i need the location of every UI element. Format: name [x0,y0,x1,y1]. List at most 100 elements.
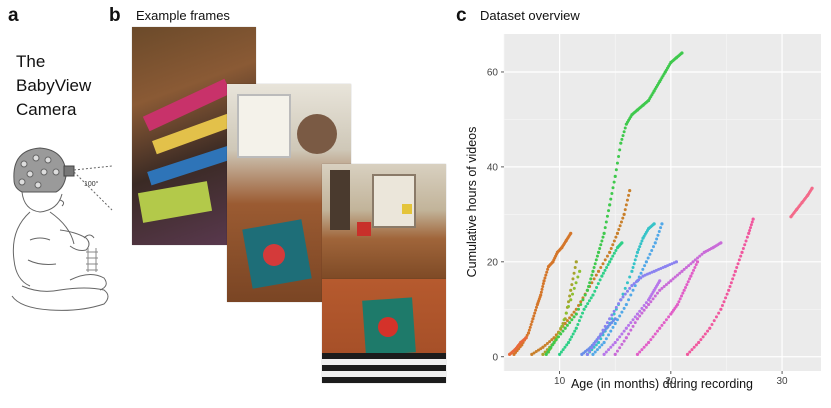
data-point [614,235,618,239]
data-point [570,313,574,317]
data-point [604,220,608,224]
x-tick-label: 20 [665,376,677,387]
y-axis-label: Cumulative hours of videos [465,127,479,278]
data-point [622,306,626,310]
data-point [569,298,573,302]
data-point [651,335,655,339]
data-point [596,336,601,340]
series-points [613,241,723,356]
data-point [598,247,602,251]
data-point [574,307,578,311]
data-point [627,332,631,336]
data-point [593,350,597,354]
data-point [727,288,731,292]
data-point [596,282,600,286]
y-tick-label: 40 [487,162,499,173]
data-point [677,300,681,304]
data-point [609,345,613,349]
data-point [570,335,574,339]
data-point [623,292,627,296]
data-point [592,277,596,281]
data-point [642,308,646,312]
data-point [620,342,624,346]
data-point [607,209,611,213]
data-point [691,260,695,264]
data-point [567,300,571,304]
data-point [628,275,632,279]
data-point [621,295,625,299]
data-point [639,276,643,280]
data-point [651,245,655,249]
data-point [627,298,631,302]
data-point [541,352,545,356]
y-tick-label: 60 [487,67,499,78]
data-point [644,305,648,309]
data-point [583,293,587,297]
data-point [596,269,601,273]
data-point [664,283,668,287]
data-point [622,339,626,343]
data-point [602,352,606,356]
data-point [559,350,563,354]
data-point [634,254,638,258]
data-point [561,348,565,352]
data-point [655,237,659,241]
data-point [660,323,664,327]
data-point [600,343,604,347]
data-point [532,314,536,318]
data-point [680,51,684,55]
data-point [577,319,581,323]
y-tick-label: 0 [492,352,498,363]
data-point [571,277,575,281]
data-point [595,348,599,352]
data-point [632,282,636,286]
data-point [649,300,653,304]
data-point [545,341,549,345]
data-point [720,303,724,307]
data-point [614,248,618,252]
data-point [610,191,614,195]
data-point [642,345,646,349]
data-point [644,301,648,305]
data-point [617,228,621,232]
data-point [540,287,544,291]
data-point [622,212,626,216]
data-point [660,222,664,226]
data-point [638,309,642,313]
data-point [692,345,696,349]
data-point [527,328,531,332]
data-point [624,326,628,330]
data-point [534,350,538,354]
data-point [606,263,610,267]
data-point [740,250,744,254]
data-point [604,350,608,354]
data-point [526,331,531,335]
data-point [623,286,627,290]
panel-c-title: Dataset overview [480,8,580,23]
data-point [605,321,609,325]
data-point [632,262,636,266]
data-point [623,208,627,212]
data-point [573,329,577,333]
x-tick-label: 10 [554,376,566,387]
data-point [588,349,592,353]
data-point [550,338,554,342]
dataset-overview-chart: 10 20 30 0 20 40 60 Age (in months) during rec… [465,34,821,391]
data-point [601,235,605,239]
data-point [641,267,645,271]
data-point [571,332,575,336]
data-point [549,345,553,349]
data-point [630,283,634,288]
data-point [612,251,616,255]
data-point [724,296,728,300]
data-point [698,254,702,258]
data-point [652,222,656,226]
data-point [591,293,595,297]
data-point [662,285,666,289]
data-point [620,137,624,141]
data-point [608,322,612,326]
series-points [635,260,700,356]
example-frame-4 [322,279,446,383]
data-point [591,352,595,356]
data-point [592,342,596,346]
